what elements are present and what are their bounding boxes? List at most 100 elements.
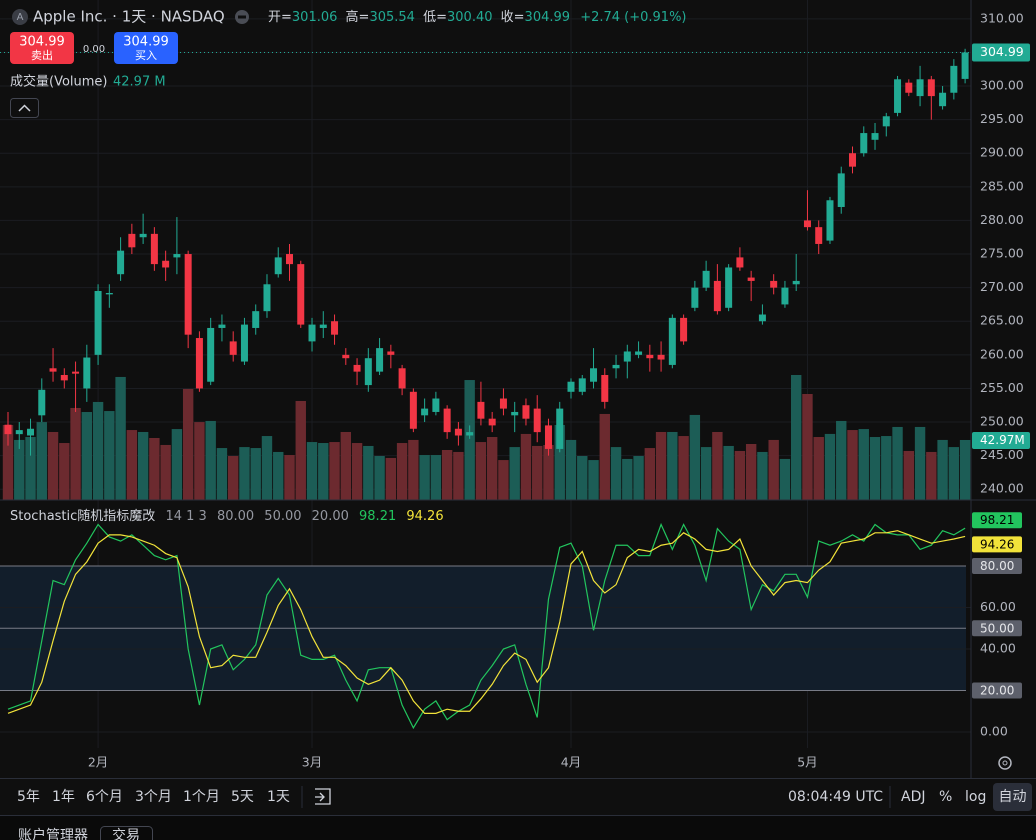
volume-bar: [869, 437, 881, 500]
volume-bar: [340, 431, 351, 500]
volume-bar: [937, 439, 948, 500]
candle-body: [162, 260, 170, 268]
volume-bar: [205, 420, 216, 500]
stoch-legend: Stochastic随机指标魔改 14 1 3 80.00 50.00 20.0…: [10, 509, 444, 524]
stoch-level-label: 80.00: [980, 559, 1014, 573]
adj-button[interactable]: ADJ: [901, 789, 926, 805]
y-tick-label: 270.00: [980, 279, 1024, 294]
y-tick-label: 250.00: [980, 414, 1024, 429]
candle-body: [601, 375, 609, 402]
candle-body: [15, 430, 23, 435]
candle-body: [398, 368, 406, 389]
volume-bar: [745, 443, 757, 500]
candle-body: [218, 324, 226, 328]
candle-body: [725, 267, 733, 308]
volume-bar: [115, 376, 126, 500]
volume-bar: [543, 444, 554, 500]
volume-bar: [881, 436, 892, 500]
stoch-tick-label: 0.00: [980, 724, 1008, 739]
volume-bar: [712, 431, 723, 500]
x-tick-label: 4月: [561, 755, 581, 770]
candle-body: [443, 408, 451, 433]
volume-bar: [903, 450, 914, 500]
volume-bar: [47, 431, 59, 500]
candle-body: [511, 411, 519, 416]
volume-bar: [273, 451, 284, 500]
volume-bar: [261, 436, 273, 500]
candle-body: [117, 250, 125, 275]
buy-button[interactable]: [114, 32, 178, 64]
volume-bar: [36, 422, 47, 500]
volume-bar: [655, 431, 667, 500]
candle-body: [308, 324, 316, 342]
candle-body: [894, 79, 902, 113]
candle-body: [533, 408, 541, 433]
collapse-button[interactable]: [10, 98, 39, 118]
volume-bar: [194, 422, 205, 500]
percent-button[interactable]: %: [939, 789, 952, 805]
volume-bar: [149, 437, 160, 500]
candle-body: [139, 233, 147, 238]
sell-label: 卖出: [31, 48, 53, 62]
plot: [0, 48, 971, 730]
volume-bar: [824, 433, 836, 500]
candle-body: [770, 280, 778, 288]
range-button[interactable]: 1天: [267, 789, 290, 805]
auto-button[interactable]: [993, 783, 1032, 811]
candle-body: [927, 79, 935, 97]
y-tick-label: 260.00: [980, 346, 1024, 361]
y-tick-label: 280.00: [980, 212, 1024, 227]
volume-bar: [520, 433, 532, 500]
volume-bar: [734, 450, 746, 500]
volume-bar: [858, 429, 869, 500]
volume-bar: [486, 437, 498, 500]
range-button[interactable]: 3个月: [135, 789, 172, 805]
volume-bar: [599, 413, 610, 500]
candle-body: [871, 133, 879, 140]
candle-body: [522, 405, 530, 419]
range-button[interactable]: 1个月: [183, 789, 220, 805]
volume-bar: [892, 426, 903, 500]
volume-bar: [318, 443, 329, 500]
date-range-icon[interactable]: [315, 788, 331, 805]
volume-bar: [239, 447, 250, 500]
range-button[interactable]: 6个月: [86, 789, 123, 805]
footer-tab-frame: [100, 826, 153, 840]
clock[interactable]: 08:04:49 UTC: [788, 789, 883, 805]
range-button[interactable]: 5年: [17, 789, 40, 805]
candle-body: [173, 254, 181, 258]
volume-bar: [182, 388, 194, 500]
settings-icon[interactable]: [998, 756, 1012, 770]
volume-bar: [385, 457, 397, 500]
range-button[interactable]: 5天: [231, 789, 254, 805]
footer-tab[interactable]: 交易: [112, 827, 140, 840]
candle-body: [860, 133, 868, 154]
candle-body: [94, 290, 102, 355]
volume-bar: [509, 447, 520, 500]
y-tick-label: 255.00: [980, 380, 1024, 395]
candle-body: [195, 338, 203, 389]
candle-body: [961, 52, 969, 79]
candle-body: [567, 381, 575, 392]
y-tick-label: 285.00: [980, 178, 1024, 193]
volume-bar: [768, 439, 779, 500]
sell-button[interactable]: [10, 32, 74, 64]
volume-bar: [678, 436, 689, 500]
y-tick-label: 240.00: [980, 481, 1024, 496]
visibility-toggle-bar: [238, 15, 246, 19]
candle-body: [409, 391, 417, 429]
y-tick-label: 310.00: [980, 10, 1024, 25]
stoch-title: Stochastic随机指标魔改: [10, 509, 155, 524]
volume-bar: [914, 426, 926, 500]
y-tick-label: 245.00: [980, 447, 1024, 462]
high-label: 高=: [346, 9, 370, 25]
volume-bar: [14, 439, 25, 500]
footer-tab[interactable]: 账户管理器: [18, 827, 88, 840]
open-value: 301.06: [292, 10, 338, 25]
volume-bar: [588, 460, 599, 500]
range-button[interactable]: 1年: [52, 789, 75, 805]
log-button[interactable]: log: [965, 789, 986, 805]
volume-bar: [126, 430, 138, 500]
buy-price: 304.99: [123, 35, 169, 50]
volume-bar: [700, 447, 712, 500]
